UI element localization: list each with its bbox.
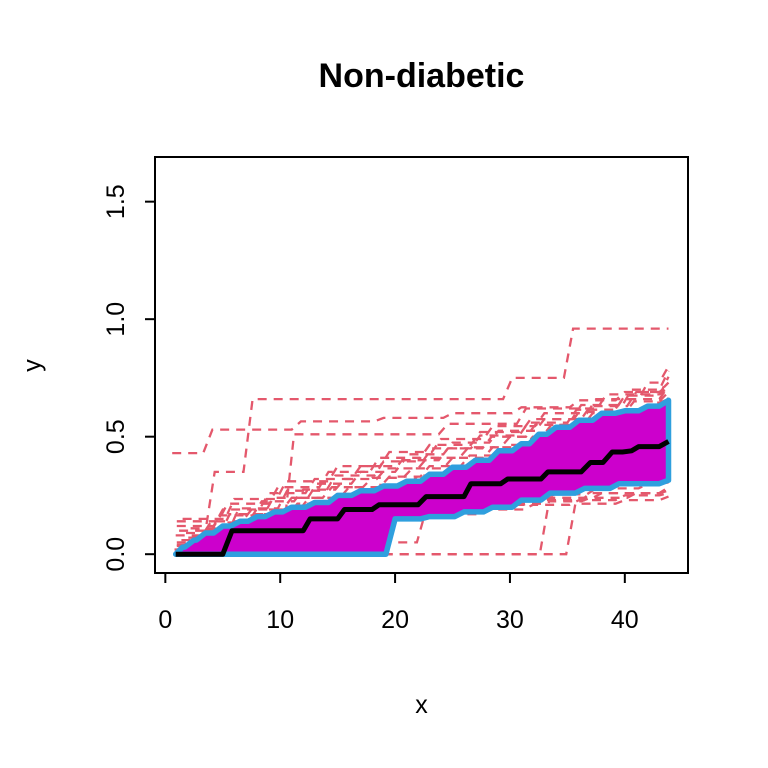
sample-curve	[176, 370, 670, 523]
y-tick-label: 1.0	[102, 302, 130, 337]
median-line	[175, 439, 670, 557]
sample-curve	[179, 391, 670, 532]
sample-curve	[176, 381, 670, 528]
sample-curve	[175, 495, 669, 556]
chart-title: Non-diabetic	[318, 57, 525, 95]
plot-border	[154, 156, 689, 574]
x-tick-label: 0	[158, 606, 172, 634]
x-tick-label: 40	[611, 606, 639, 634]
y-tick-label: 1.5	[102, 184, 130, 219]
x-tick-label: 30	[496, 606, 524, 634]
x-axis-label: x	[415, 691, 428, 719]
sample-curve	[188, 397, 670, 539]
sample-curve	[182, 365, 670, 521]
x-tick-label: 20	[381, 606, 409, 634]
central-band	[172, 397, 672, 557]
y-tick-label: 0.0	[102, 537, 130, 572]
y-axis-label: y	[18, 359, 47, 372]
x-tick-label: 10	[266, 606, 294, 634]
y-tick-label: 0.5	[102, 419, 130, 454]
